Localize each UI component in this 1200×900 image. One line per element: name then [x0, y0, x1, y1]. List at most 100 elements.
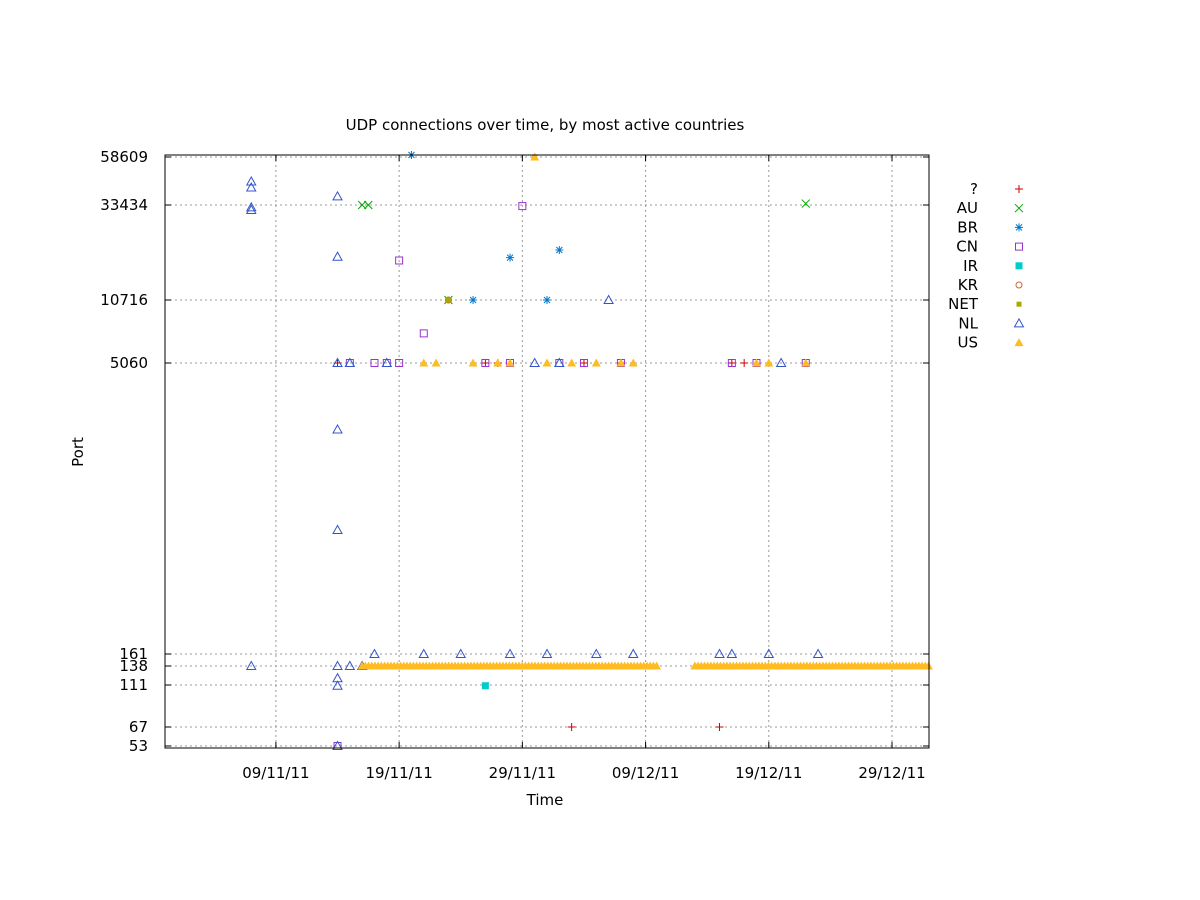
series-us [357, 152, 933, 670]
data-point [481, 359, 490, 367]
data-point [245, 175, 257, 186]
x-tick-label: 19/11/11 [365, 764, 432, 782]
legend-marker [1015, 185, 1023, 193]
series-net [445, 154, 538, 303]
legend-entry: NET [948, 295, 1022, 313]
legend-label: NET [948, 295, 979, 313]
data-point [419, 358, 429, 367]
data-point [370, 359, 379, 367]
x-axis: 09/11/11 19/11/11 29/11/11 09/12/11 19/12/11… [242, 155, 926, 782]
data-point [801, 358, 811, 367]
data-point [812, 648, 824, 658]
data-point [740, 359, 749, 367]
data-point [567, 358, 577, 367]
legend-label: KR [958, 276, 978, 294]
data-point [504, 648, 516, 658]
data-point [481, 682, 489, 690]
data-point [590, 648, 602, 658]
legend-entry: IR [963, 257, 1023, 275]
data-point [591, 358, 601, 367]
y-axis-label: Port [69, 437, 87, 467]
data-point [332, 740, 343, 750]
data-point [553, 357, 565, 367]
legend-entry: AU [957, 199, 1024, 217]
legend-marker [1015, 262, 1023, 270]
y-tick-label: 161 [119, 645, 148, 663]
data-point [493, 358, 503, 367]
data-point [418, 648, 430, 658]
data-point [628, 358, 638, 367]
data-points [245, 150, 933, 750]
x-tick-label: 09/12/11 [612, 764, 679, 782]
plot-frame [164, 154, 930, 749]
x-tick-label: 19/12/11 [735, 764, 802, 782]
data-point [468, 358, 478, 367]
y-tick-label: 111 [119, 676, 148, 694]
data-point [455, 648, 467, 658]
data-point [543, 296, 551, 304]
data-point [763, 648, 775, 658]
data-point [245, 201, 257, 212]
data-point [245, 182, 257, 192]
legend-entry: NL [958, 314, 1025, 332]
legend-label: US [957, 334, 978, 352]
data-point [332, 660, 343, 670]
data-point [444, 296, 452, 304]
series-kr [444, 296, 452, 304]
data-point [627, 648, 639, 658]
data-point [332, 424, 343, 434]
data-point [344, 357, 356, 367]
data-point [431, 358, 441, 367]
legend-entry: KR [958, 276, 1023, 294]
legend-entry: BR [957, 218, 1023, 236]
y-tick-label: 33434 [100, 196, 148, 214]
legend-marker [1015, 223, 1023, 232]
data-point [332, 357, 343, 367]
data-point [469, 296, 478, 304]
y-tick-label: 5060 [110, 354, 148, 372]
y-tick-label: 67 [129, 718, 148, 736]
legend-label: ? [970, 180, 978, 198]
legend-marker [1014, 338, 1024, 347]
data-point [801, 199, 811, 208]
x-axis-label: Time [526, 791, 564, 809]
series-ir [481, 682, 489, 690]
data-point [518, 202, 527, 211]
data-point [381, 357, 393, 367]
data-point [505, 358, 515, 367]
data-point [344, 660, 356, 670]
x-tick-label: 29/12/11 [858, 764, 925, 782]
legend-marker [1015, 242, 1023, 251]
data-point [579, 359, 588, 367]
data-point [715, 723, 724, 731]
legend-label: BR [957, 218, 978, 236]
data-point [529, 357, 541, 367]
y-tick-label: 10716 [100, 291, 148, 309]
data-point [714, 648, 725, 658]
data-point [245, 660, 257, 670]
legend-label: IR [963, 257, 978, 275]
y-tick-label: 58609 [100, 148, 148, 166]
data-point [542, 358, 552, 367]
data-point [506, 253, 515, 262]
data-point [541, 648, 553, 658]
data-point [395, 256, 404, 265]
data-point [530, 152, 540, 161]
chart-title: UDP connections over time, by most activ… [346, 116, 745, 134]
data-point [727, 359, 736, 367]
legend-entry: CN [956, 238, 1023, 256]
data-point [726, 648, 738, 658]
data-point [332, 251, 343, 261]
data-point [751, 358, 761, 367]
data-point [764, 358, 774, 367]
data-point [567, 723, 576, 731]
data-point [332, 190, 343, 201]
grid-lines [165, 155, 929, 748]
legend-marker [1013, 317, 1025, 328]
data-point [332, 680, 343, 690]
data-point [419, 329, 428, 338]
data-point [603, 294, 614, 304]
data-point [332, 524, 343, 534]
